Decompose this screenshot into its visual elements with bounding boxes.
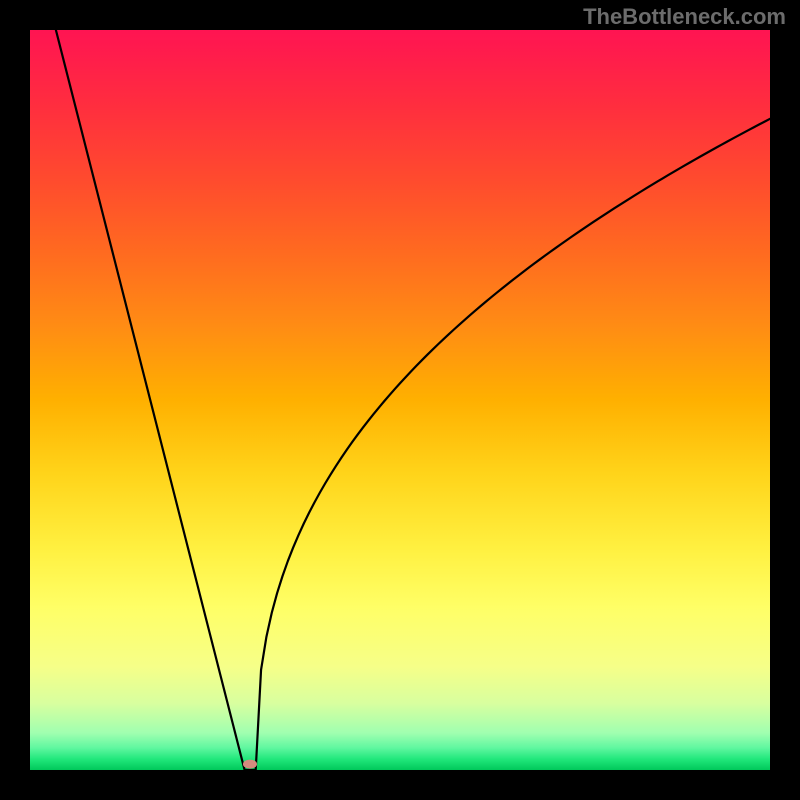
bottleneck-curve [56, 30, 770, 770]
figure: TheBottleneck.com [0, 0, 800, 800]
attribution-text: TheBottleneck.com [583, 4, 786, 30]
plot-area [30, 30, 770, 770]
optimum-marker [243, 760, 257, 769]
curve-layer [30, 30, 770, 770]
